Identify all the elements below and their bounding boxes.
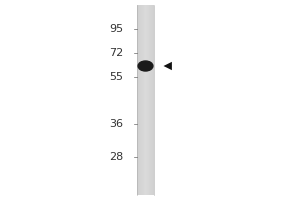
Text: HL-60: HL-60 — [128, 0, 163, 3]
Text: 55: 55 — [109, 72, 123, 82]
Text: 36: 36 — [109, 119, 123, 129]
Text: 28: 28 — [109, 152, 123, 162]
Text: 72: 72 — [109, 48, 123, 58]
Ellipse shape — [138, 61, 153, 71]
Polygon shape — [164, 62, 172, 70]
Text: 95: 95 — [109, 24, 123, 34]
